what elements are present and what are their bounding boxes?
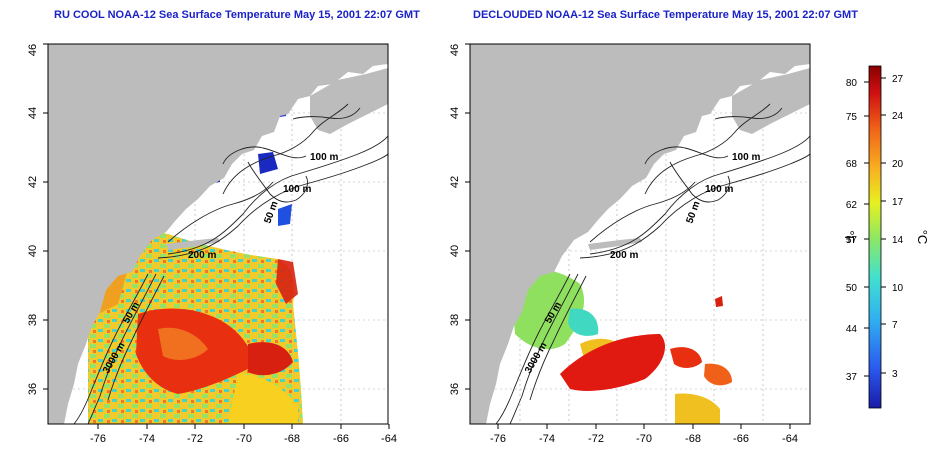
c-tick-10: 10	[892, 283, 904, 294]
colorbar-gradient	[868, 65, 882, 409]
right-xtick-0: -76	[490, 433, 506, 445]
c-tick-3: 3	[892, 369, 898, 380]
right-ytick-1: 38	[449, 314, 461, 326]
contour-label-200m: 200 m	[610, 250, 638, 261]
c-tick-20: 20	[892, 159, 904, 170]
c-tick-27: 27	[892, 74, 904, 85]
f-tick-37: 37	[846, 372, 858, 383]
colorbar: 80 75 68 62 57 50 44 37 27 24 20 17 14 1…	[842, 65, 930, 409]
c-tick-24: 24	[892, 111, 904, 122]
f-tick-68: 68	[846, 159, 858, 170]
fahrenheit-unit-label: °F	[842, 230, 857, 243]
f-tick-62: 62	[846, 200, 858, 211]
contour-label-100m-b: 100 m	[705, 184, 733, 195]
left-y-ticks: 36 38 40 42 44 46	[27, 43, 48, 395]
colorbar-fahrenheit-ticks: 80 75 68 62 57 50 44 37	[846, 78, 869, 383]
right-axes: -76 -74 -72 -70 -68 -66 -64 36 38 40 42 …	[449, 43, 798, 445]
right-y-ticks: 36 38 40 42 44 46	[449, 43, 470, 395]
left-sst-field	[48, 102, 303, 424]
left-ytick-3: 42	[27, 176, 39, 188]
right-xtick-1: -74	[539, 433, 555, 445]
c-tick-17: 17	[892, 197, 904, 208]
contour-label-100m-a: 100 m	[310, 152, 338, 163]
colorbar-celsius-ticks: 27 24 20 17 14 10 7 3	[881, 74, 904, 380]
right-map: 100 m 100 m 50 m 200 m 50 m 3000 m	[469, 43, 811, 425]
right-ytick-0: 36	[449, 383, 461, 395]
left-xtick-1: -74	[139, 433, 155, 445]
right-ytick-4: 44	[449, 107, 461, 119]
celsius-unit-label: °C	[915, 230, 930, 245]
right-xtick-2: -72	[588, 433, 604, 445]
left-ytick-5: 46	[27, 44, 39, 56]
right-xtick-5: -66	[733, 433, 749, 445]
right-ytick-2: 40	[449, 245, 461, 257]
left-xtick-2: -72	[187, 433, 203, 445]
left-map: 100 m 100 m 50 m 200 m 50 m 3000 m	[47, 43, 389, 425]
right-ytick-3: 42	[449, 176, 461, 188]
right-xtick-3: -70	[636, 433, 652, 445]
f-tick-80: 80	[846, 78, 858, 89]
c-tick-7: 7	[892, 320, 898, 331]
left-xtick-3: -70	[236, 433, 252, 445]
left-xtick-4: -68	[284, 433, 300, 445]
f-tick-50: 50	[846, 283, 858, 294]
right-ytick-5: 46	[449, 44, 461, 56]
left-ytick-4: 44	[27, 107, 39, 119]
left-ytick-2: 40	[27, 245, 39, 257]
left-xtick-0: -76	[90, 433, 106, 445]
c-tick-14: 14	[892, 235, 904, 246]
right-xtick-4: -68	[685, 433, 701, 445]
right-x-ticks: -76 -74 -72 -70 -68 -66 -64	[490, 424, 798, 445]
left-axes: -76 -74 -72 -70 -68 -66 -64 36 38 40 42 …	[27, 43, 397, 445]
contour-label-100m-b: 100 m	[283, 184, 311, 195]
left-ytick-0: 36	[27, 383, 39, 395]
left-ytick-1: 38	[27, 314, 39, 326]
left-x-ticks: -76 -74 -72 -70 -68 -66 -64	[90, 424, 397, 445]
f-tick-57: 57	[846, 235, 858, 246]
contour-label-100m-a: 100 m	[732, 152, 760, 163]
f-tick-44: 44	[846, 324, 858, 335]
left-xtick-5: -66	[333, 433, 349, 445]
f-tick-75: 75	[846, 112, 858, 123]
left-panel-title: RU COOL NOAA-12 Sea Surface Temperature …	[54, 9, 420, 21]
right-xtick-6: -64	[782, 433, 798, 445]
right-panel-title: DECLOUDED NOAA-12 Sea Surface Temperatur…	[473, 9, 858, 21]
left-xtick-6: -64	[381, 433, 397, 445]
contour-label-200m: 200 m	[188, 250, 216, 261]
